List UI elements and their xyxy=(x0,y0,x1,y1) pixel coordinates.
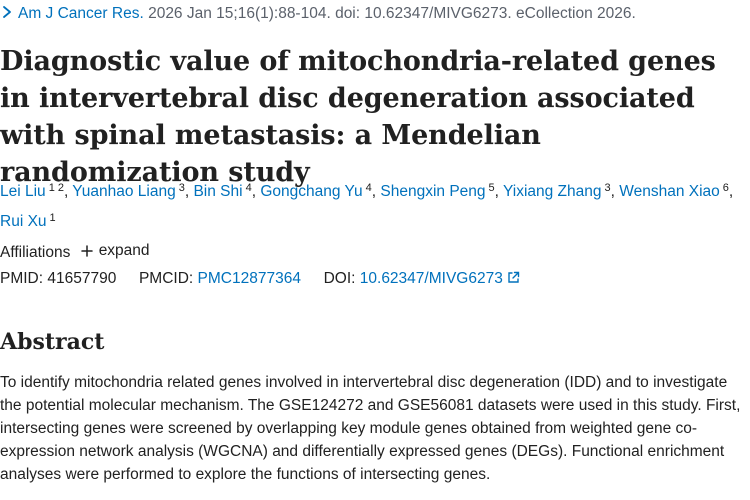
affiliation-number: 4 xyxy=(366,182,372,194)
author-separator: , xyxy=(251,183,261,200)
pmid-value: 41657790 xyxy=(47,270,117,287)
author-entry: Lei Liu 1 2, xyxy=(0,182,73,200)
doi-link[interactable]: 10.62347/MIVG6273 xyxy=(360,270,520,287)
affiliation-number-link[interactable]: 3 xyxy=(178,182,185,194)
affiliation-number-link[interactable]: 6 xyxy=(722,182,729,194)
affiliation-number: 1 xyxy=(49,182,55,194)
affiliation-number-link[interactable]: 2 xyxy=(57,182,64,194)
author-entry: Yuanhao Liang 3, xyxy=(72,182,194,200)
author-link[interactable]: Yixiang Zhang xyxy=(502,183,602,200)
affiliation-number: 1 xyxy=(50,212,56,224)
affiliation-number-link[interactable]: 4 xyxy=(365,182,372,194)
author-entry: Yixiang Zhang 3, xyxy=(502,182,620,200)
author-separator: , xyxy=(371,183,381,200)
author-separator: , xyxy=(184,183,194,200)
author-link[interactable]: Bin Shi xyxy=(193,183,243,200)
affiliation-number-link[interactable]: 5 xyxy=(488,182,495,194)
author-separator: , xyxy=(494,183,503,200)
chevron-right-icon[interactable] xyxy=(0,4,14,20)
author-link[interactable]: Yuanhao Liang xyxy=(72,183,176,200)
author-entry: Wenshan Xiao 6, xyxy=(619,182,734,200)
affiliations-expand-button[interactable]: expand xyxy=(80,241,150,261)
journal-link[interactable]: Am J Cancer Res. xyxy=(18,5,144,22)
affiliation-number: 4 xyxy=(246,182,252,194)
citation-line: Am J Cancer Res. 2026 Jan 15;16(1):88-10… xyxy=(0,4,636,24)
author-separator: , xyxy=(728,183,734,200)
author-entry: Gongchang Yu 4, xyxy=(260,182,381,200)
affiliation-number-link[interactable]: 1 xyxy=(49,212,56,224)
author-entry: Bin Shi 4, xyxy=(193,182,261,200)
affiliation-number-link[interactable]: 1 xyxy=(48,182,55,194)
author-link[interactable]: Rui Xu xyxy=(0,213,47,230)
affiliation-number-link[interactable]: 3 xyxy=(604,182,611,194)
affiliation-number: 5 xyxy=(489,182,495,194)
author-link[interactable]: Gongchang Yu xyxy=(260,183,363,200)
affiliations-label: Affiliations xyxy=(0,244,71,261)
identifiers-row: PMID: 41657790 PMCID: PMC12877364 DOI: 1… xyxy=(0,269,520,289)
affiliation-number: 6 xyxy=(723,182,729,194)
article-title: Diagnostic value of mitochondria-related… xyxy=(0,46,716,188)
pmcid-label: PMCID: xyxy=(138,270,194,287)
affiliation-number-link[interactable]: 4 xyxy=(245,182,252,194)
plus-icon xyxy=(80,245,93,257)
pmcid-link[interactable]: PMC12877364 xyxy=(197,270,301,287)
author-separator: , xyxy=(610,183,620,200)
doi-label: DOI: xyxy=(323,270,356,287)
author-entry: Rui Xu 1 xyxy=(0,212,56,230)
pmid-label: PMID: xyxy=(0,270,44,287)
abstract-heading: Abstract xyxy=(0,329,105,355)
author-list: Lei Liu 1 2, Yuanhao Liang 3, Bin Shi 4, Gon… xyxy=(0,175,748,235)
external-link-icon xyxy=(508,271,520,283)
affiliation-number: 3 xyxy=(179,182,185,194)
abstract-text: To identify mitochondria related genes i… xyxy=(0,374,741,483)
affiliation-number: 2 xyxy=(58,182,64,194)
author-link[interactable]: Wenshan Xiao xyxy=(619,183,720,200)
author-separator: , xyxy=(63,183,73,200)
doi-value: 10.62347/MIVG6273 xyxy=(359,270,503,287)
expand-label: expand xyxy=(98,242,150,259)
author-entry: Shengxin Peng 5, xyxy=(380,182,503,200)
affiliation-number: 3 xyxy=(605,182,611,194)
author-link[interactable]: Shengxin Peng xyxy=(380,183,486,200)
affiliations-row: Affiliations expand xyxy=(0,241,150,263)
author-link[interactable]: Lei Liu xyxy=(0,183,46,200)
citation-details: 2026 Jan 15;16(1):88-104. doi: 10.62347/… xyxy=(143,5,636,22)
